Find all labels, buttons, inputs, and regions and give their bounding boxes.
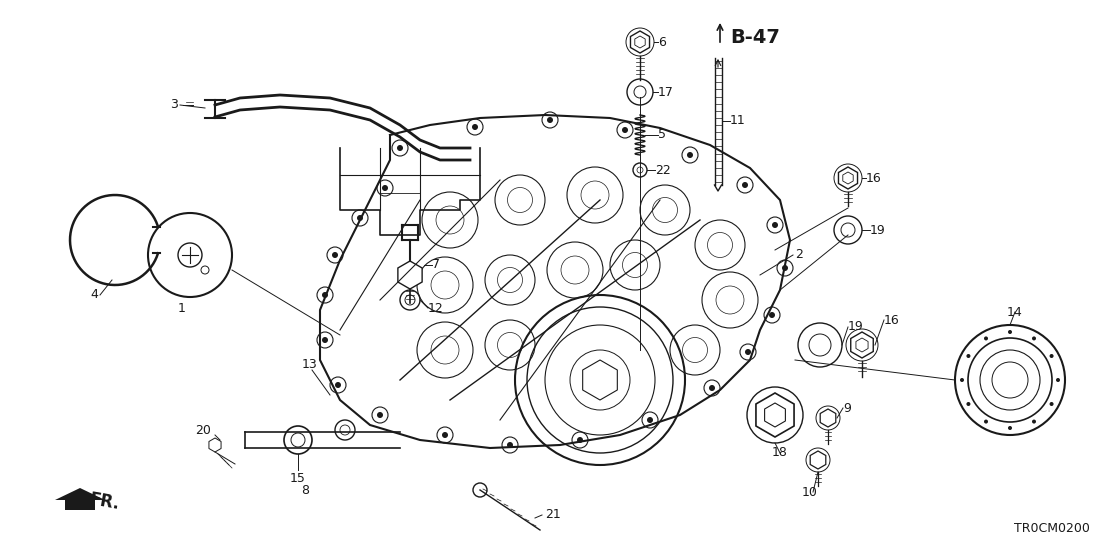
Polygon shape (843, 172, 853, 184)
Polygon shape (583, 360, 617, 400)
Text: 20: 20 (195, 423, 211, 437)
Polygon shape (765, 403, 786, 427)
Text: 11: 11 (730, 115, 746, 127)
Circle shape (1049, 354, 1054, 358)
Circle shape (647, 417, 653, 423)
Circle shape (1032, 336, 1036, 340)
Text: 6: 6 (658, 35, 666, 49)
Circle shape (769, 312, 774, 318)
Text: 13: 13 (302, 358, 318, 372)
Text: 8: 8 (301, 484, 309, 496)
Text: 14: 14 (1007, 305, 1023, 319)
Circle shape (960, 378, 964, 382)
Circle shape (745, 349, 751, 355)
Text: 19: 19 (870, 223, 885, 237)
Polygon shape (635, 36, 645, 48)
Text: 4: 4 (90, 289, 98, 301)
Polygon shape (209, 438, 222, 452)
Circle shape (357, 215, 363, 221)
Text: B-47: B-47 (730, 28, 780, 47)
Text: FR.: FR. (88, 490, 122, 514)
Text: 3: 3 (170, 99, 178, 111)
Circle shape (382, 185, 388, 191)
Circle shape (322, 337, 328, 343)
Text: 18: 18 (772, 447, 788, 459)
Circle shape (984, 336, 988, 340)
Circle shape (984, 419, 988, 424)
Text: 10: 10 (802, 485, 818, 499)
Text: 16: 16 (884, 314, 900, 326)
Text: 2: 2 (796, 249, 803, 261)
Circle shape (332, 252, 338, 258)
Text: 17: 17 (658, 85, 674, 99)
Circle shape (1008, 426, 1012, 430)
Polygon shape (55, 488, 105, 510)
Circle shape (622, 127, 628, 133)
Circle shape (472, 124, 478, 130)
Circle shape (577, 437, 583, 443)
Polygon shape (839, 167, 858, 189)
Polygon shape (398, 261, 422, 289)
Circle shape (772, 222, 778, 228)
Polygon shape (851, 332, 873, 358)
Circle shape (1056, 378, 1060, 382)
Circle shape (687, 152, 692, 158)
Text: 5: 5 (658, 129, 666, 141)
Circle shape (966, 402, 971, 406)
Circle shape (1049, 402, 1054, 406)
Text: 16: 16 (866, 172, 882, 184)
Circle shape (1032, 419, 1036, 424)
Text: 9: 9 (843, 402, 851, 414)
Polygon shape (856, 338, 868, 352)
Text: 12: 12 (428, 301, 443, 315)
Text: 1: 1 (178, 301, 186, 315)
Circle shape (397, 145, 403, 151)
Circle shape (1008, 330, 1012, 334)
Text: 19: 19 (848, 321, 864, 334)
Circle shape (547, 117, 553, 123)
Text: TR0CM0200: TR0CM0200 (1014, 522, 1090, 535)
Polygon shape (810, 451, 825, 469)
Text: 21: 21 (545, 509, 561, 521)
Polygon shape (630, 31, 649, 53)
Circle shape (507, 442, 513, 448)
Text: 15: 15 (290, 471, 306, 485)
Circle shape (782, 265, 788, 271)
Circle shape (709, 385, 715, 391)
Circle shape (742, 182, 748, 188)
Circle shape (966, 354, 971, 358)
Text: 22: 22 (655, 163, 670, 177)
Polygon shape (756, 393, 794, 437)
Circle shape (442, 432, 448, 438)
Circle shape (377, 412, 383, 418)
Circle shape (335, 382, 341, 388)
Text: 7: 7 (432, 259, 440, 271)
Circle shape (322, 292, 328, 298)
Polygon shape (820, 409, 835, 427)
